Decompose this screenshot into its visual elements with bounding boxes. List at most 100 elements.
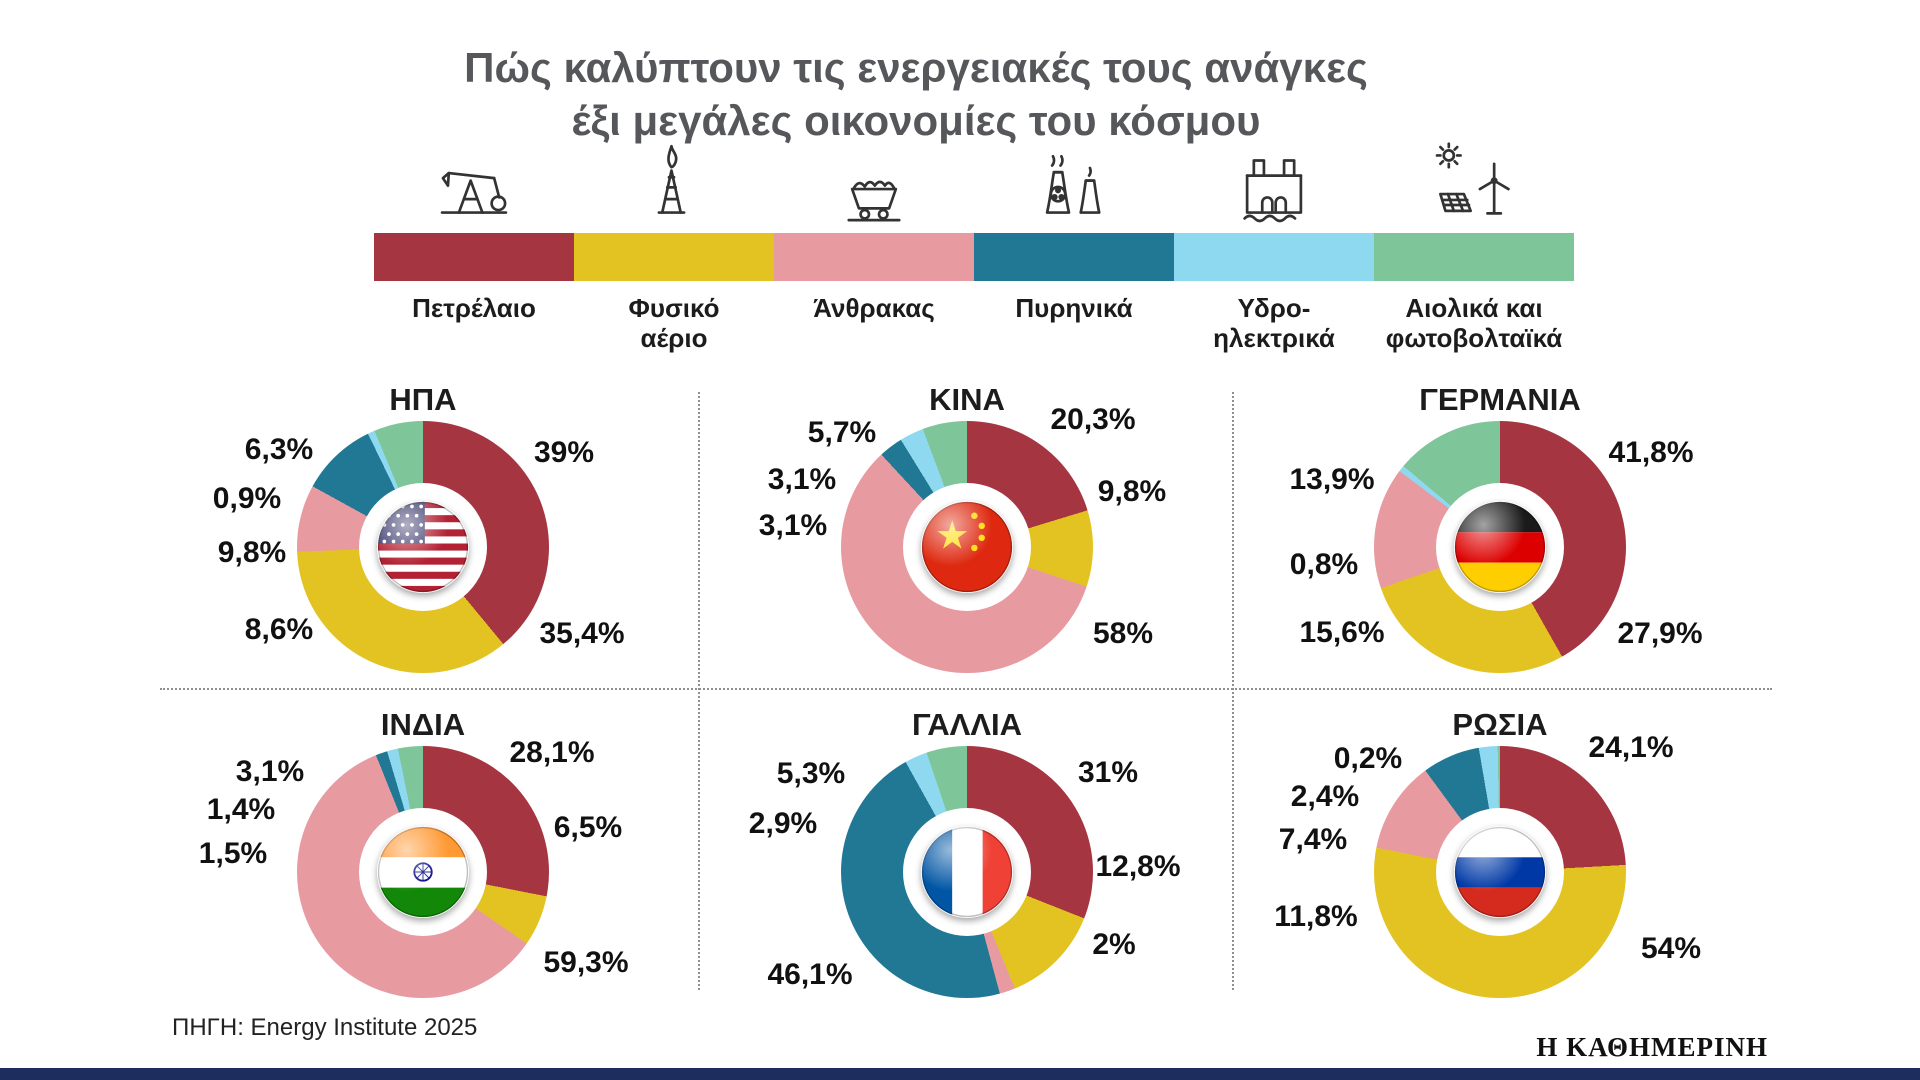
segment-value-label: 31% bbox=[1077, 756, 1139, 789]
bottom-bar bbox=[0, 1068, 1920, 1080]
usa-flag-icon bbox=[377, 501, 469, 593]
chart-china: ΚΙΝΑ 20,3% 9,8% 58% 3,1% 3,1% 5,7% bbox=[737, 367, 1197, 737]
chart-usa: ΗΠΑ 39% 35,4% 8,6% 9,8% 0,9% 6,3% bbox=[193, 367, 653, 737]
chart-title: ΙΝΔΙΑ bbox=[380, 707, 466, 742]
segment-value-label: 7,4% bbox=[1278, 823, 1348, 856]
legend-color-swatch bbox=[1374, 233, 1574, 281]
segment-value-label: 12,8% bbox=[1095, 850, 1181, 883]
donut-chart bbox=[1374, 746, 1626, 998]
legend-item-coal: Άνθρακας bbox=[774, 132, 974, 354]
segment-value-label: 28,1% bbox=[509, 736, 595, 769]
segment-value-label: 8,6% bbox=[244, 613, 314, 646]
russia-flag-icon bbox=[1454, 826, 1546, 918]
chart-title: ΡΩΣΙΑ bbox=[1452, 707, 1548, 742]
segment-value-label: 0,2% bbox=[1333, 742, 1403, 775]
page-title: Πώς καλύπτουν τις ενεργειακές τους ανάγκ… bbox=[0, 42, 1832, 147]
legend-label: Αιολικά και φωτοβολταϊκά bbox=[1385, 293, 1563, 353]
oil-pump-icon bbox=[432, 132, 516, 226]
segment-value-label: 3,1% bbox=[767, 463, 837, 496]
chart-title: ΓΕΡΜΑΝΙΑ bbox=[1419, 382, 1581, 417]
donut-chart bbox=[1374, 421, 1626, 673]
legend-item-nuclear: Πυρηνικά bbox=[974, 132, 1174, 354]
donut-hole bbox=[1436, 483, 1564, 611]
legend-label: Άνθρακας bbox=[813, 293, 935, 323]
segment-value-label: 11,8% bbox=[1274, 900, 1358, 933]
gas-flare-icon bbox=[632, 132, 716, 226]
donut-chart bbox=[297, 421, 549, 673]
segment-value-label: 20,3% bbox=[1050, 403, 1136, 436]
page-title-line2: έξι μεγάλες οικονομίες του κόσμου bbox=[571, 96, 1261, 144]
legend-label: Πετρέλαιο bbox=[412, 293, 536, 323]
segment-value-label: 27,9% bbox=[1617, 617, 1703, 650]
segment-value-label: 2% bbox=[1092, 928, 1136, 961]
segment-value-label: 13,9% bbox=[1289, 463, 1375, 496]
segment-value-label: 54% bbox=[1640, 932, 1702, 965]
donut-hole bbox=[359, 483, 487, 611]
chart-title: ΗΠΑ bbox=[389, 382, 457, 417]
segment-value-label: 9,8% bbox=[1097, 475, 1167, 508]
nuclear-plant-icon bbox=[1032, 132, 1116, 226]
coal-cart-icon bbox=[832, 132, 916, 226]
segment-value-label: 35,4% bbox=[539, 617, 625, 650]
donut-chart bbox=[841, 421, 1093, 673]
donut-chart bbox=[841, 746, 1093, 998]
segment-value-label: 3,1% bbox=[758, 509, 828, 542]
chart-france: ΓΑΛΛΙΑ 31% 12,8% 2% 46,1% 2,9% 5,3% bbox=[737, 692, 1197, 1062]
segment-value-label: 6,5% bbox=[553, 811, 623, 844]
segment-value-label: 15,6% bbox=[1299, 616, 1385, 649]
segment-value-label: 39% bbox=[533, 436, 595, 469]
page-title-line1: Πώς καλύπτουν τις ενεργειακές τους ανάγκ… bbox=[464, 44, 1368, 92]
wind-solar-icon bbox=[1432, 132, 1516, 226]
legend-label: Υδρο- ηλεκτρικά bbox=[1213, 293, 1335, 353]
legend-color-swatch bbox=[774, 233, 974, 281]
germany-flag-icon bbox=[1454, 501, 1546, 593]
segment-value-label: 0,9% bbox=[212, 482, 282, 515]
segment-value-label: 24,1% bbox=[1588, 731, 1674, 764]
chart-germany: ΓΕΡΜΑΝΙΑ 41,8% 27,9% 15,6% 0,8% 13,9% bbox=[1270, 367, 1730, 737]
segment-value-label: 5,3% bbox=[776, 757, 846, 790]
legend-color-swatch bbox=[1174, 233, 1374, 281]
donut-hole bbox=[359, 808, 487, 936]
segment-value-label: 41,8% bbox=[1608, 436, 1694, 469]
segment-value-label: 6,3% bbox=[244, 433, 314, 466]
donut-hole bbox=[903, 483, 1031, 611]
legend-color-swatch bbox=[374, 233, 574, 281]
chart-title: ΓΑΛΛΙΑ bbox=[912, 707, 1022, 742]
vertical-divider bbox=[1232, 392, 1234, 990]
kathimerini-logo: Η ΚΑΘΗΜΕΡΙΝΗ bbox=[1536, 1032, 1768, 1062]
source-note: ΠΗΓΗ: Energy Institute 2025 bbox=[172, 1014, 478, 1041]
segment-value-label: 46,1% bbox=[767, 958, 853, 991]
chart-title: ΚΙΝΑ bbox=[929, 382, 1005, 417]
legend: Πετρέλαιο Φυσικό αέριο Άνθρακας Πυρηνικά… bbox=[374, 132, 1574, 354]
segment-value-label: 9,8% bbox=[217, 536, 287, 569]
legend-color-swatch bbox=[574, 233, 774, 281]
legend-item-oil: Πετρέλαιο bbox=[374, 132, 574, 354]
legend-item-renewables: Αιολικά και φωτοβολταϊκά bbox=[1374, 132, 1574, 354]
legend-item-gas: Φυσικό αέριο bbox=[574, 132, 774, 354]
horizontal-divider bbox=[160, 688, 1772, 690]
chart-russia: ΡΩΣΙΑ 24,1% 54% 11,8% 7,4% 2,4% 0,2% bbox=[1270, 692, 1730, 1062]
segment-value-label: 5,7% bbox=[807, 416, 877, 449]
legend-item-hydro: Υδρο- ηλεκτρικά bbox=[1174, 132, 1374, 354]
donut-chart bbox=[297, 746, 549, 998]
chart-india: ΙΝΔΙΑ 28,1% 6,5% 59,3% 1,5% 1,4% 3,1% bbox=[193, 692, 653, 1062]
segment-value-label: 3,1% bbox=[235, 755, 305, 788]
segment-value-label: 2,9% bbox=[748, 807, 818, 840]
hydro-dam-icon bbox=[1232, 132, 1316, 226]
segment-value-label: 2,4% bbox=[1290, 780, 1360, 813]
segment-value-label: 58% bbox=[1092, 617, 1154, 650]
segment-value-label: 0,8% bbox=[1289, 548, 1359, 581]
segment-value-label: 59,3% bbox=[543, 946, 629, 979]
legend-label: Πυρηνικά bbox=[1015, 293, 1133, 323]
donut-hole bbox=[903, 808, 1031, 936]
legend-label: Φυσικό αέριο bbox=[628, 293, 720, 353]
segment-value-label: 1,4% bbox=[206, 793, 276, 826]
legend-color-swatch bbox=[974, 233, 1174, 281]
china-flag-icon bbox=[921, 501, 1013, 593]
india-flag-icon bbox=[377, 826, 469, 918]
france-flag-icon bbox=[921, 826, 1013, 918]
vertical-divider bbox=[698, 392, 700, 990]
donut-hole bbox=[1436, 808, 1564, 936]
segment-value-label: 1,5% bbox=[198, 837, 268, 870]
